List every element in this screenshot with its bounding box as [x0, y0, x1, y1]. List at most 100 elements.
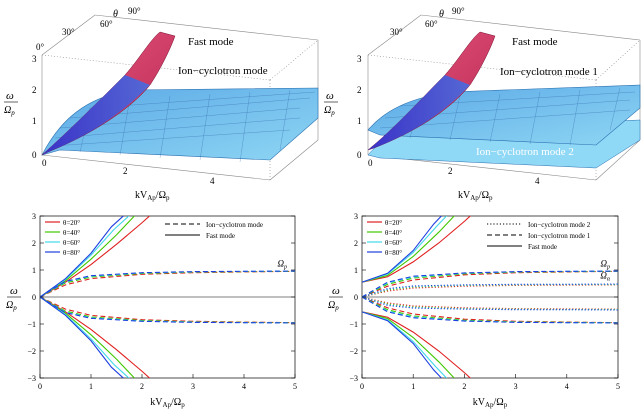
- legend-theta-label: θ=80°: [63, 249, 80, 257]
- k-tick-0: 0: [42, 158, 47, 168]
- y-axis-label-bottom: Ωp: [4, 105, 15, 117]
- y-axis-label-top: ω: [10, 285, 18, 297]
- legend-theta-label: θ=60°: [63, 239, 80, 247]
- y-axis-label-bottom: Ωp: [328, 300, 339, 312]
- omega-tick-1: 1: [32, 116, 37, 126]
- series-line-ion1-theta80-pos: [362, 270, 618, 298]
- x-tick-label: 2: [462, 382, 466, 391]
- omega-p-annotation-sub: p: [283, 264, 287, 270]
- series-line-fast-theta80-pos: [362, 216, 443, 283]
- y-tick-label: −2: [349, 347, 358, 356]
- x-tick-label: 4: [242, 382, 246, 391]
- omega-tick-0: 0: [357, 150, 362, 160]
- theta-tick-0: 0°: [36, 42, 45, 52]
- ion-cyclotron-label: Ion−cyclotron mode: [178, 65, 268, 77]
- omega-alpha-annotation: Ωα: [600, 271, 611, 283]
- omega-p-annotation: Ωp: [600, 258, 610, 270]
- legend-mode-label: Ion−cyclotron mode: [206, 221, 263, 229]
- x-axis-label-part: Ap: [162, 401, 171, 409]
- series-line-ion-theta60-neg: [40, 296, 295, 324]
- series-line-fast-theta20-pos: [40, 216, 151, 298]
- k-tick-4: 4: [210, 176, 215, 186]
- series-line-fast-theta20-neg: [40, 296, 151, 378]
- omega-tick-3: 3: [32, 54, 37, 64]
- x-axis-label-part: p: [504, 401, 508, 409]
- series-line-ion-theta20-pos: [40, 270, 295, 298]
- y-axis-label-bottom: Ωp: [324, 105, 335, 117]
- y-axis-label-top: ω: [6, 90, 14, 102]
- legend-theta: θ=20° θ=40° θ=60° θ=80°: [367, 219, 402, 257]
- legend-modes: Ion−cyclotron mode 2 Ion−cyclotron mode 1…: [487, 221, 591, 251]
- y-axis-label-top: ω: [326, 90, 334, 102]
- omega-tick-1: 1: [357, 116, 362, 126]
- legend-mode-label: Ion−cyclotron mode 2: [528, 221, 591, 229]
- series-line-ion-theta20-neg: [40, 296, 295, 324]
- ion-cyclotron-2-label: Ion−cyclotron mode 2: [476, 146, 574, 158]
- theta-tick-60: 60°: [425, 19, 438, 29]
- omega-p-annotation-main: Ω: [600, 258, 607, 268]
- series-line-fast-theta60-pos: [40, 216, 130, 298]
- series-line-ion-theta60-pos: [40, 270, 295, 298]
- theta-tick-90: 90°: [128, 6, 141, 16]
- series-line-ion-theta40-neg: [40, 296, 295, 324]
- series-group: [40, 216, 295, 378]
- fast-mode-blue-edge: [368, 75, 470, 150]
- y-tick-label: −1: [27, 320, 36, 329]
- y-tick-label: 0: [32, 293, 36, 302]
- ion-cyclotron-1-label: Ion−cyclotron mode 1: [500, 66, 598, 78]
- series-line-fast-theta20-pos: [362, 216, 472, 283]
- surface-plot-right: Fast mode Ion−cyclotron mode 1 Ion−cyclo…: [324, 6, 641, 202]
- k-axis-label: kVAp/Ωp: [135, 190, 170, 202]
- y-tick-label: −2: [27, 347, 36, 356]
- k-tick-2: 2: [448, 166, 453, 176]
- series-line-fast-theta80-neg: [362, 311, 443, 378]
- series-line-ion2-theta40-pos: [362, 284, 618, 298]
- theta-tick-90: 90°: [452, 6, 465, 16]
- k-tick-0: 0: [368, 158, 373, 168]
- legend-mode-label: Fast mode: [206, 232, 235, 240]
- y-axis-label-top: ω: [332, 285, 340, 297]
- legend-modes: Ion−cyclotron mode Fast mode: [165, 221, 263, 240]
- legend-theta-label: θ=60°: [385, 239, 402, 247]
- x-tick-label: 1: [89, 382, 93, 391]
- fast-mode-label: Fast mode: [512, 36, 558, 48]
- x-axis-label-part: kV: [150, 397, 163, 408]
- series-line-ion-theta80-neg: [40, 296, 295, 324]
- y-tick-label: 1: [32, 266, 36, 275]
- omega-alpha-annotation-sub: α: [607, 277, 611, 283]
- y-axis-label-bottom-main: Ω: [328, 300, 335, 311]
- y-tick-label: 3: [32, 212, 36, 221]
- legend-theta: θ=20° θ=40° θ=60° θ=80°: [45, 219, 80, 257]
- legend-theta-label: θ=40°: [385, 229, 402, 237]
- y-tick-label: 3: [354, 212, 358, 221]
- series-group: [362, 216, 618, 378]
- y-tick-label: −1: [349, 320, 358, 329]
- legend-theta-label: θ=80°: [385, 249, 402, 257]
- legend-theta-label: θ=20°: [63, 219, 80, 227]
- x-axis-label: kVAp/Ωp: [473, 397, 508, 409]
- series-line-ion-theta40-pos: [40, 270, 295, 298]
- series-line-ion2-theta40-neg: [362, 296, 618, 310]
- legend-theta-label: θ=20°: [385, 219, 402, 227]
- y-axis-label-bottom-main: Ω: [6, 300, 13, 311]
- series-line-fast-theta60-pos: [362, 216, 448, 283]
- omega-p-annotation-sub: p: [606, 264, 610, 270]
- y-axis-label-bottom: Ωp: [6, 300, 17, 312]
- omega-tick-2: 2: [32, 85, 37, 95]
- y-tick-label: 1: [354, 266, 358, 275]
- series-line-ion-theta80-pos: [40, 270, 295, 298]
- x-tick-label: 2: [140, 382, 144, 391]
- x-tick-label: 0: [38, 382, 42, 391]
- y-axis-label-bottom-sub: p: [334, 304, 339, 312]
- series-line-ion2-theta20-pos: [362, 284, 618, 298]
- x-axis-label-part: Ap: [485, 401, 494, 409]
- series-line-fast-theta60-neg: [362, 311, 448, 378]
- k-axis-label: kVAp/Ωp: [458, 190, 493, 202]
- series-line-ion2-theta20-neg: [362, 296, 618, 310]
- series-line-ion1-theta80-neg: [362, 296, 618, 324]
- series-line-fast-theta80-pos: [40, 216, 125, 298]
- x-tick-label: 4: [565, 382, 569, 391]
